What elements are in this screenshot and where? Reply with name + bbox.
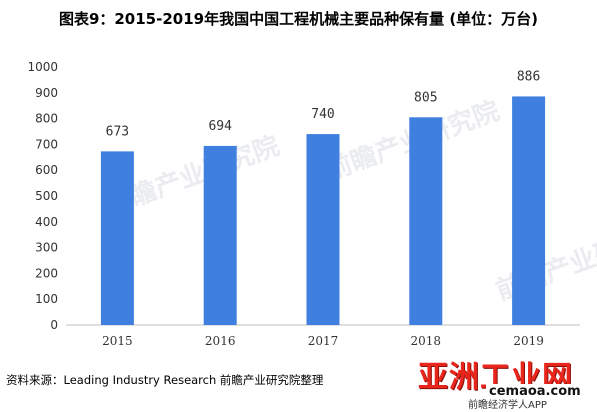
watermark-url: cemaoa.com [486,384,584,399]
bar [306,134,340,325]
y-tick-label: 900 [35,86,58,100]
x-tick-label: 2017 [308,334,339,348]
y-tick-label: 100 [35,292,58,306]
source-note: 资料来源：Leading Industry Research 前瞻产业研究院整理 [6,373,324,387]
bar [100,151,134,325]
data-label: 740 [311,107,334,122]
bar [409,117,443,325]
data-label: 805 [414,90,437,105]
label-layer: 673 694 740 805 886 [106,69,541,139]
data-label: 673 [106,124,129,139]
y-tick-label: 700 [35,137,58,151]
bar [512,96,546,325]
y-tick-label: 600 [35,163,58,177]
data-label: 694 [208,119,232,134]
bar-layer [100,96,546,325]
y-tick-label: 400 [35,215,58,229]
x-tick-label: 2015 [102,334,133,348]
chart-title: 图表9：2015-2019年我国中国工程机械主要品种保有量 (单位：万台) [58,10,539,28]
x-tick-label: 2019 [513,334,544,348]
x-tick-label: 2018 [411,334,442,348]
x-tick-label: 2016 [205,334,236,348]
data-label: 886 [517,69,540,84]
watermark-app: 前瞻经济学人APP [468,400,547,411]
y-tick-label: 0 [50,318,58,332]
y-tick-label: 800 [35,112,58,126]
bar [203,145,237,325]
y-tick-label: 1000 [27,60,58,74]
y-tick-label: 200 [35,266,58,280]
y-tick-label: 500 [35,189,58,203]
y-tick-label: 300 [35,241,58,255]
